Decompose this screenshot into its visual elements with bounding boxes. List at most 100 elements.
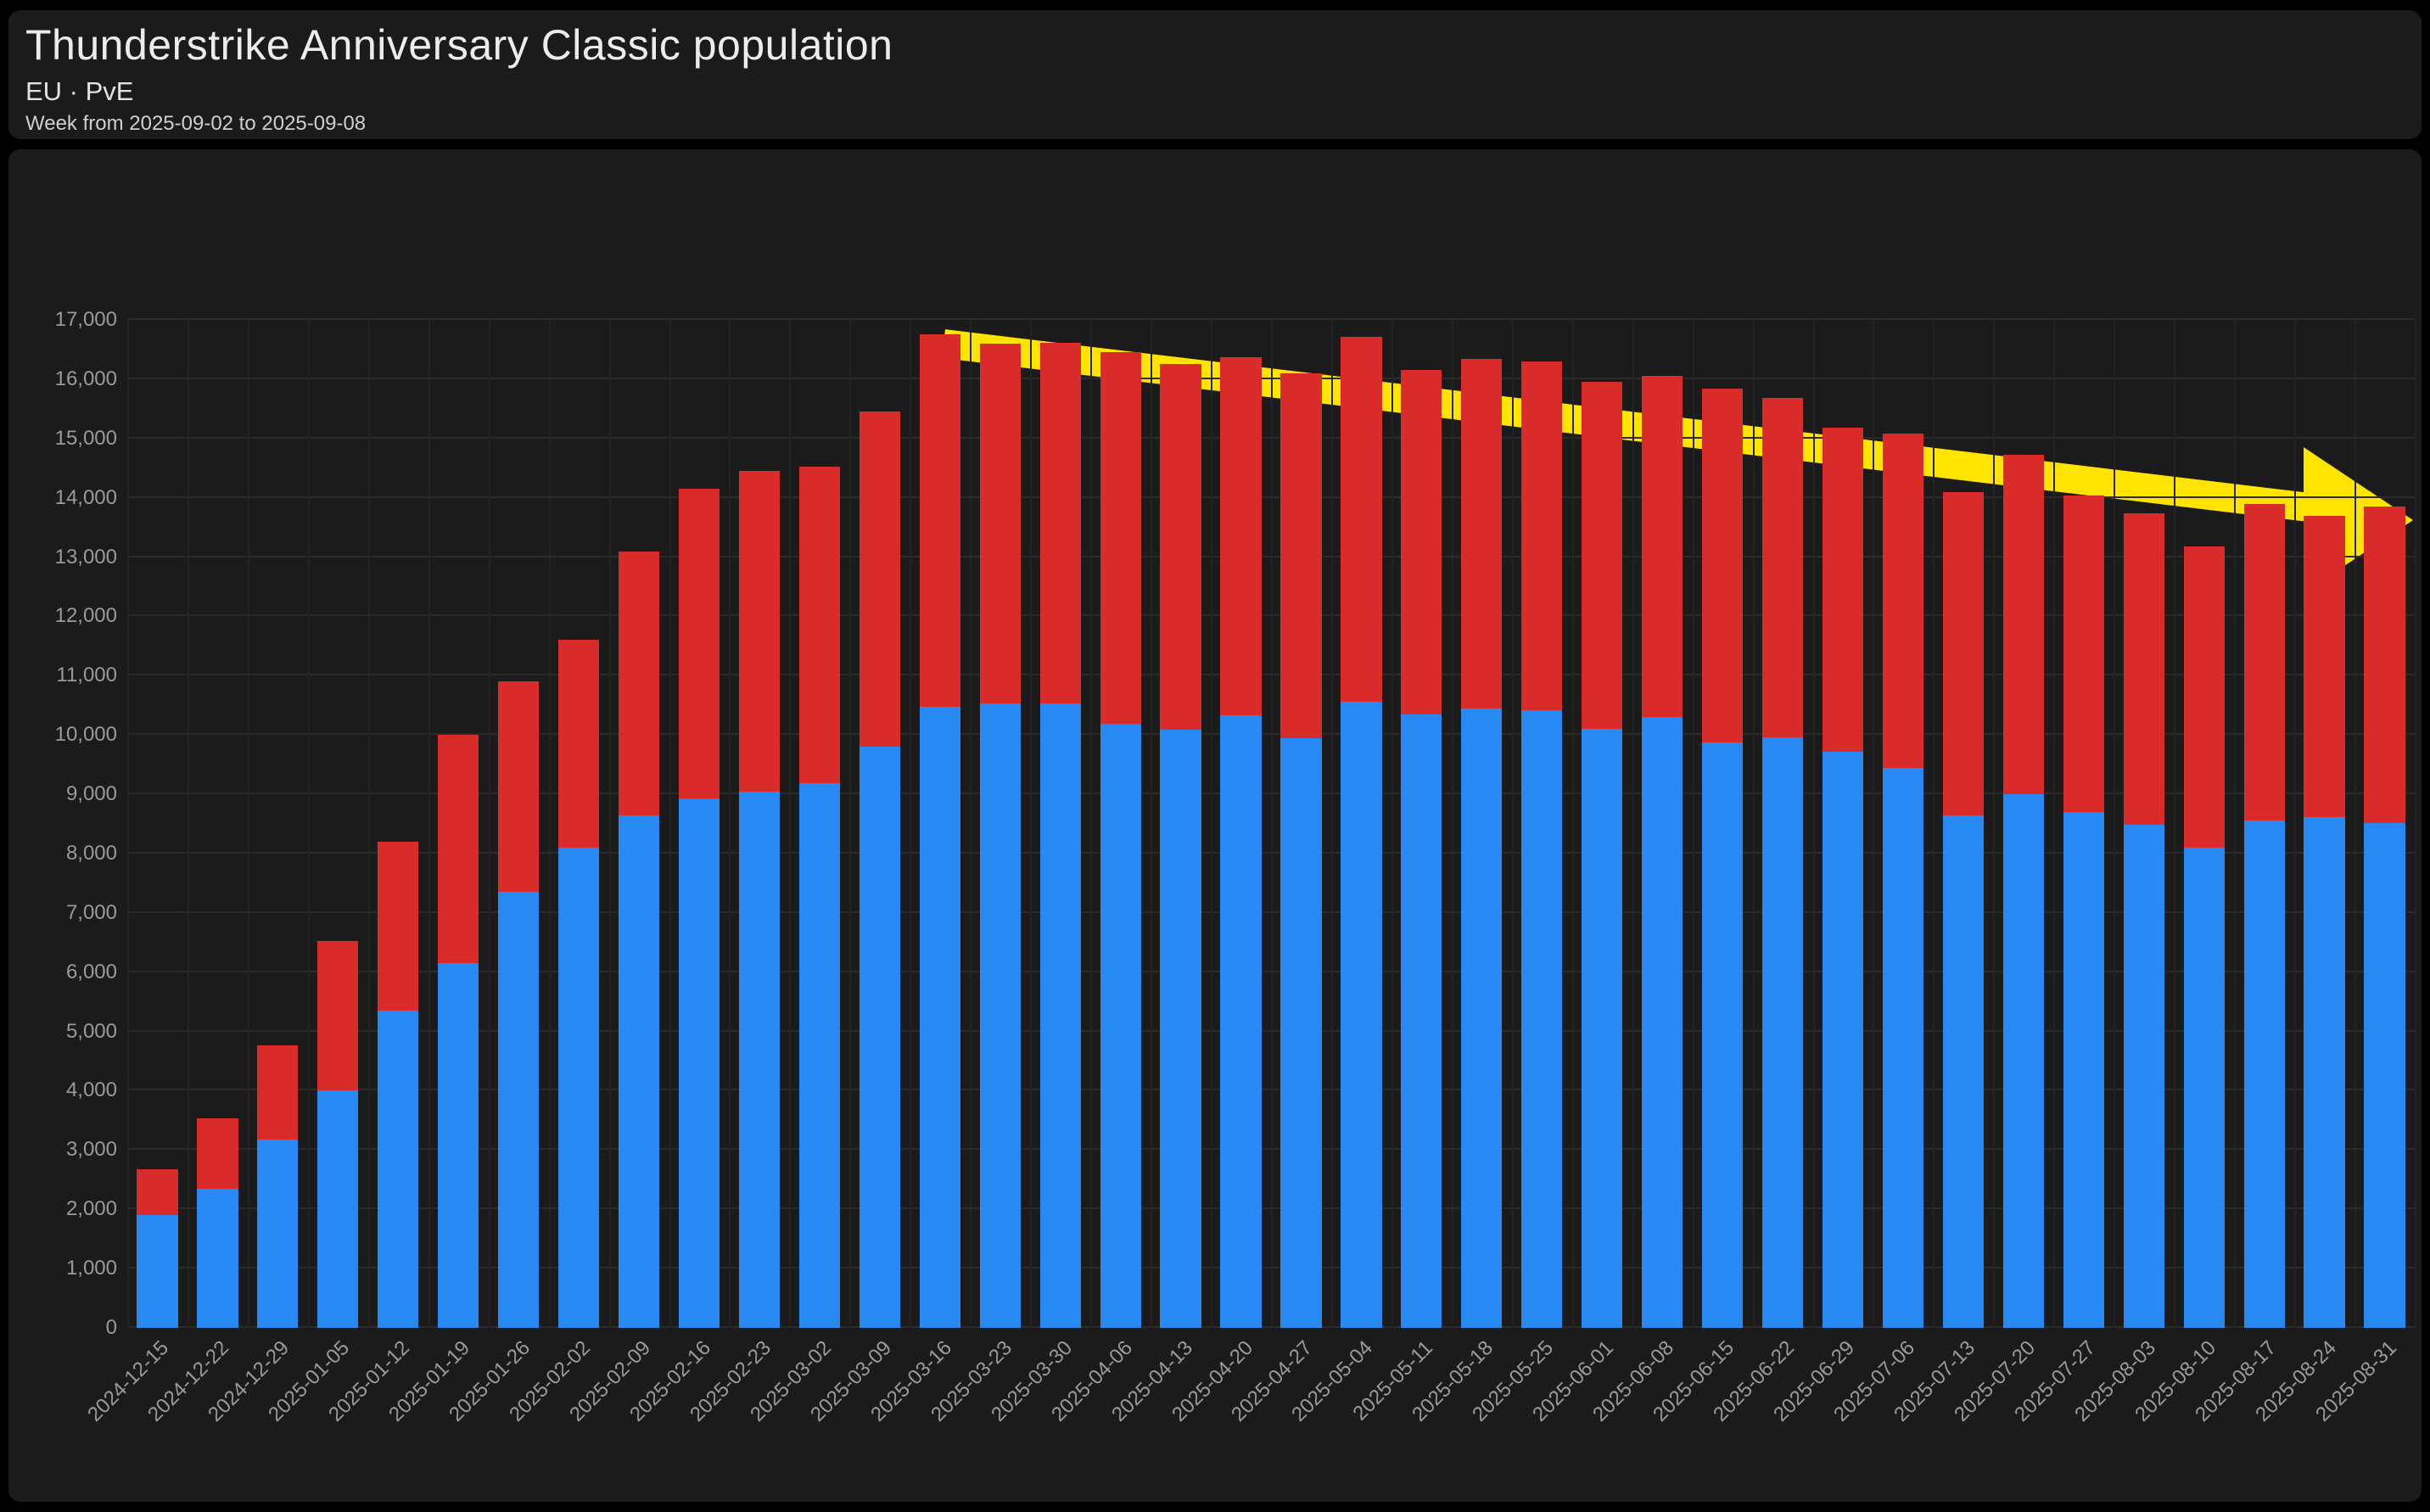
bar-segment-red[interactable] <box>1039 342 1081 704</box>
bar-stack[interactable] <box>979 320 1021 1328</box>
bar-stack[interactable] <box>2063 320 2104 1328</box>
bar-stack[interactable] <box>1942 320 1984 1328</box>
bar-segment-blue[interactable] <box>1822 751 1864 1328</box>
bar-stack[interactable] <box>1521 320 1563 1328</box>
bar-segment-red[interactable] <box>618 551 660 815</box>
bar-segment-red[interactable] <box>2002 455 2044 795</box>
bar-stack[interactable] <box>2123 320 2164 1328</box>
bar-segment-red[interactable] <box>678 489 720 798</box>
bar-segment-red[interactable] <box>197 1118 238 1189</box>
bar-segment-blue[interactable] <box>979 703 1021 1328</box>
bar-stack[interactable] <box>678 320 720 1328</box>
bar-segment-blue[interactable] <box>1280 738 1322 1328</box>
bar-segment-blue[interactable] <box>557 847 600 1328</box>
bar-segment-red[interactable] <box>1882 434 1924 769</box>
bar-segment-red[interactable] <box>1642 375 1683 718</box>
bar-stack[interactable] <box>738 320 781 1328</box>
bar-segment-red[interactable] <box>438 735 479 964</box>
bar-segment-red[interactable] <box>1582 381 1623 730</box>
bar-stack[interactable] <box>2304 320 2345 1328</box>
bar-segment-blue[interactable] <box>197 1188 238 1328</box>
bar-stack[interactable] <box>1100 320 1141 1328</box>
bar-segment-red[interactable] <box>257 1045 299 1140</box>
bar-segment-blue[interactable] <box>1341 702 1382 1328</box>
bar-segment-red[interactable] <box>557 640 600 848</box>
bar-segment-red[interactable] <box>798 467 840 784</box>
bar-stack[interactable] <box>1341 320 1382 1328</box>
bar-stack[interactable] <box>1701 320 1744 1328</box>
bar-stack[interactable] <box>919 320 960 1328</box>
bar-stack[interactable] <box>1160 320 1201 1328</box>
bar-segment-red[interactable] <box>2183 546 2225 848</box>
bar-segment-blue[interactable] <box>919 706 960 1328</box>
bar-segment-red[interactable] <box>378 841 419 1011</box>
bar-stack[interactable] <box>1461 320 1503 1328</box>
bar-stack[interactable] <box>438 320 479 1328</box>
bar-stack[interactable] <box>1761 320 1804 1328</box>
bar-segment-blue[interactable] <box>2243 820 2285 1328</box>
bar-segment-red[interactable] <box>859 411 900 748</box>
bar-stack[interactable] <box>2364 320 2405 1328</box>
bar-segment-blue[interactable] <box>1220 715 1262 1328</box>
bar-segment-blue[interactable] <box>1582 729 1623 1328</box>
bar-segment-blue[interactable] <box>1761 736 1804 1328</box>
bar-segment-blue[interactable] <box>498 892 540 1328</box>
bar-segment-red[interactable] <box>1401 370 1442 714</box>
bar-stack[interactable] <box>618 320 660 1328</box>
bar-segment-blue[interactable] <box>438 963 479 1328</box>
bar-segment-blue[interactable] <box>1160 729 1201 1328</box>
bar-segment-blue[interactable] <box>1039 703 1081 1328</box>
bar-stack[interactable] <box>1642 320 1683 1328</box>
bar-segment-red[interactable] <box>738 471 781 792</box>
bar-stack[interactable] <box>1582 320 1623 1328</box>
bar-segment-blue[interactable] <box>2183 847 2225 1328</box>
bar-segment-blue[interactable] <box>2304 816 2345 1328</box>
bar-segment-red[interactable] <box>1100 352 1141 724</box>
bar-stack[interactable] <box>498 320 540 1328</box>
bar-segment-red[interactable] <box>2063 495 2104 813</box>
bar-segment-red[interactable] <box>498 681 540 893</box>
bar-segment-red[interactable] <box>1280 372 1322 739</box>
bar-segment-red[interactable] <box>1461 359 1503 708</box>
bar-segment-blue[interactable] <box>378 1011 419 1328</box>
bar-segment-red[interactable] <box>2123 512 2164 826</box>
bar-segment-blue[interactable] <box>2002 794 2044 1328</box>
bar-segment-red[interactable] <box>1761 397 1804 737</box>
bar-segment-blue[interactable] <box>1942 815 1984 1328</box>
bar-stack[interactable] <box>2002 320 2044 1328</box>
bar-segment-red[interactable] <box>1701 389 1744 743</box>
bar-segment-red[interactable] <box>2243 503 2285 820</box>
bar-stack[interactable] <box>557 320 600 1328</box>
bar-stack[interactable] <box>137 320 178 1328</box>
bar-segment-blue[interactable] <box>1461 708 1503 1328</box>
bar-stack[interactable] <box>257 320 299 1328</box>
bar-segment-red[interactable] <box>317 940 359 1091</box>
bar-stack[interactable] <box>2243 320 2285 1328</box>
bar-segment-red[interactable] <box>919 333 960 707</box>
bar-segment-blue[interactable] <box>1521 709 1563 1328</box>
bar-segment-blue[interactable] <box>1642 717 1683 1328</box>
bar-segment-blue[interactable] <box>2123 825 2164 1328</box>
bar-segment-red[interactable] <box>137 1168 178 1216</box>
bar-segment-red[interactable] <box>1160 364 1201 730</box>
bar-segment-red[interactable] <box>979 343 1021 704</box>
bar-segment-blue[interactable] <box>2063 812 2104 1328</box>
bar-segment-blue[interactable] <box>618 815 660 1328</box>
bar-segment-blue[interactable] <box>317 1090 359 1328</box>
bar-segment-blue[interactable] <box>137 1215 178 1328</box>
bar-segment-red[interactable] <box>1341 336 1382 703</box>
bar-stack[interactable] <box>317 320 359 1328</box>
bar-stack[interactable] <box>1280 320 1322 1328</box>
bar-segment-blue[interactable] <box>1882 768 1924 1328</box>
bar-segment-red[interactable] <box>1942 491 1984 815</box>
bar-segment-red[interactable] <box>2304 515 2345 817</box>
bar-stack[interactable] <box>378 320 419 1328</box>
bar-stack[interactable] <box>2183 320 2225 1328</box>
bar-stack[interactable] <box>1882 320 1924 1328</box>
bar-stack[interactable] <box>1039 320 1081 1328</box>
bar-segment-blue[interactable] <box>859 747 900 1328</box>
bar-stack[interactable] <box>1822 320 1864 1328</box>
bar-segment-blue[interactable] <box>798 783 840 1328</box>
bar-segment-blue[interactable] <box>1100 723 1141 1328</box>
bar-segment-blue[interactable] <box>738 791 781 1328</box>
